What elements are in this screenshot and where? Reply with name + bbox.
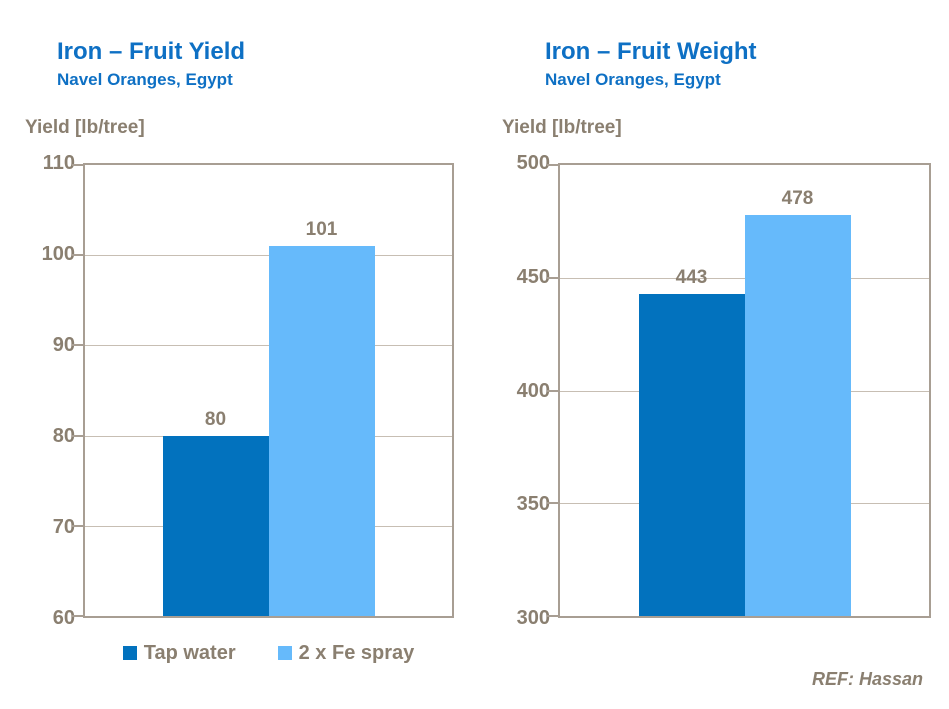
- y-tick-label: 400: [516, 379, 550, 402]
- bar-value-label: 443: [675, 266, 708, 288]
- y-axis-label: Yield [lb/tree]: [25, 117, 145, 138]
- bar-value-label: 101: [305, 219, 338, 241]
- y-tick-mark: [72, 434, 83, 437]
- y-axis-tick-labels: 110 100 90 80 70 60: [15, 152, 75, 629]
- bar-2-x-fe-spray: [744, 214, 851, 616]
- legend-item: Tap water: [122, 641, 236, 665]
- reference-note: REF: Hassan: [811, 669, 923, 689]
- bar-value-label: 478: [781, 187, 814, 209]
- y-tick-label: 100: [41, 243, 75, 265]
- y-tick-label: 60: [52, 607, 75, 629]
- chart-subtitle: Navel Oranges, Egypt: [545, 70, 721, 89]
- legend-swatch: [277, 646, 292, 660]
- chart-subtitle: Navel Oranges, Egypt: [57, 70, 233, 89]
- bar-value-label: 80: [204, 408, 227, 430]
- y-tick-label: 300: [516, 607, 550, 629]
- y-tick-mark: [547, 615, 558, 617]
- y-tick-label: 500: [516, 152, 550, 174]
- chart-title: Iron – Fruit Weight: [545, 38, 757, 65]
- legend-swatch: [122, 646, 137, 660]
- y-tick-label: 450: [516, 265, 550, 288]
- bar-2-x-fe-spray: [268, 246, 375, 616]
- plot-area: 443 478: [547, 163, 931, 618]
- y-tick-label: 110: [42, 152, 75, 174]
- chart-title: Iron – Fruit Yield: [57, 38, 246, 65]
- y-tick-mark: [547, 276, 558, 279]
- legend-item: 2 x Fe spray: [277, 641, 415, 665]
- y-tick-label: 350: [516, 493, 550, 516]
- y-tick-mark: [72, 344, 83, 347]
- y-tick-mark: [547, 502, 558, 505]
- y-tick-label: 80: [52, 425, 75, 447]
- y-tick-mark: [547, 164, 558, 166]
- y-tick-mark: [547, 389, 558, 392]
- y-tick-mark: [72, 254, 83, 257]
- legend-label: 2 x Fe spray: [298, 642, 415, 664]
- y-tick-label: 90: [52, 334, 75, 356]
- y-tick-mark: [72, 524, 83, 527]
- bar-tap-water: [162, 435, 269, 616]
- y-tick-mark: [72, 615, 83, 617]
- y-axis-tick-labels: 500 450 400 350 300: [490, 152, 550, 629]
- bar-tap-water: [638, 293, 745, 616]
- legend: Tap water 2 x Fe spray: [83, 641, 454, 665]
- y-tick-mark: [72, 164, 83, 166]
- plot-area: 80 101: [72, 163, 454, 618]
- y-tick-label: 70: [52, 516, 75, 538]
- legend-label: Tap water: [143, 642, 236, 664]
- y-axis-label: Yield [lb/tree]: [502, 117, 622, 138]
